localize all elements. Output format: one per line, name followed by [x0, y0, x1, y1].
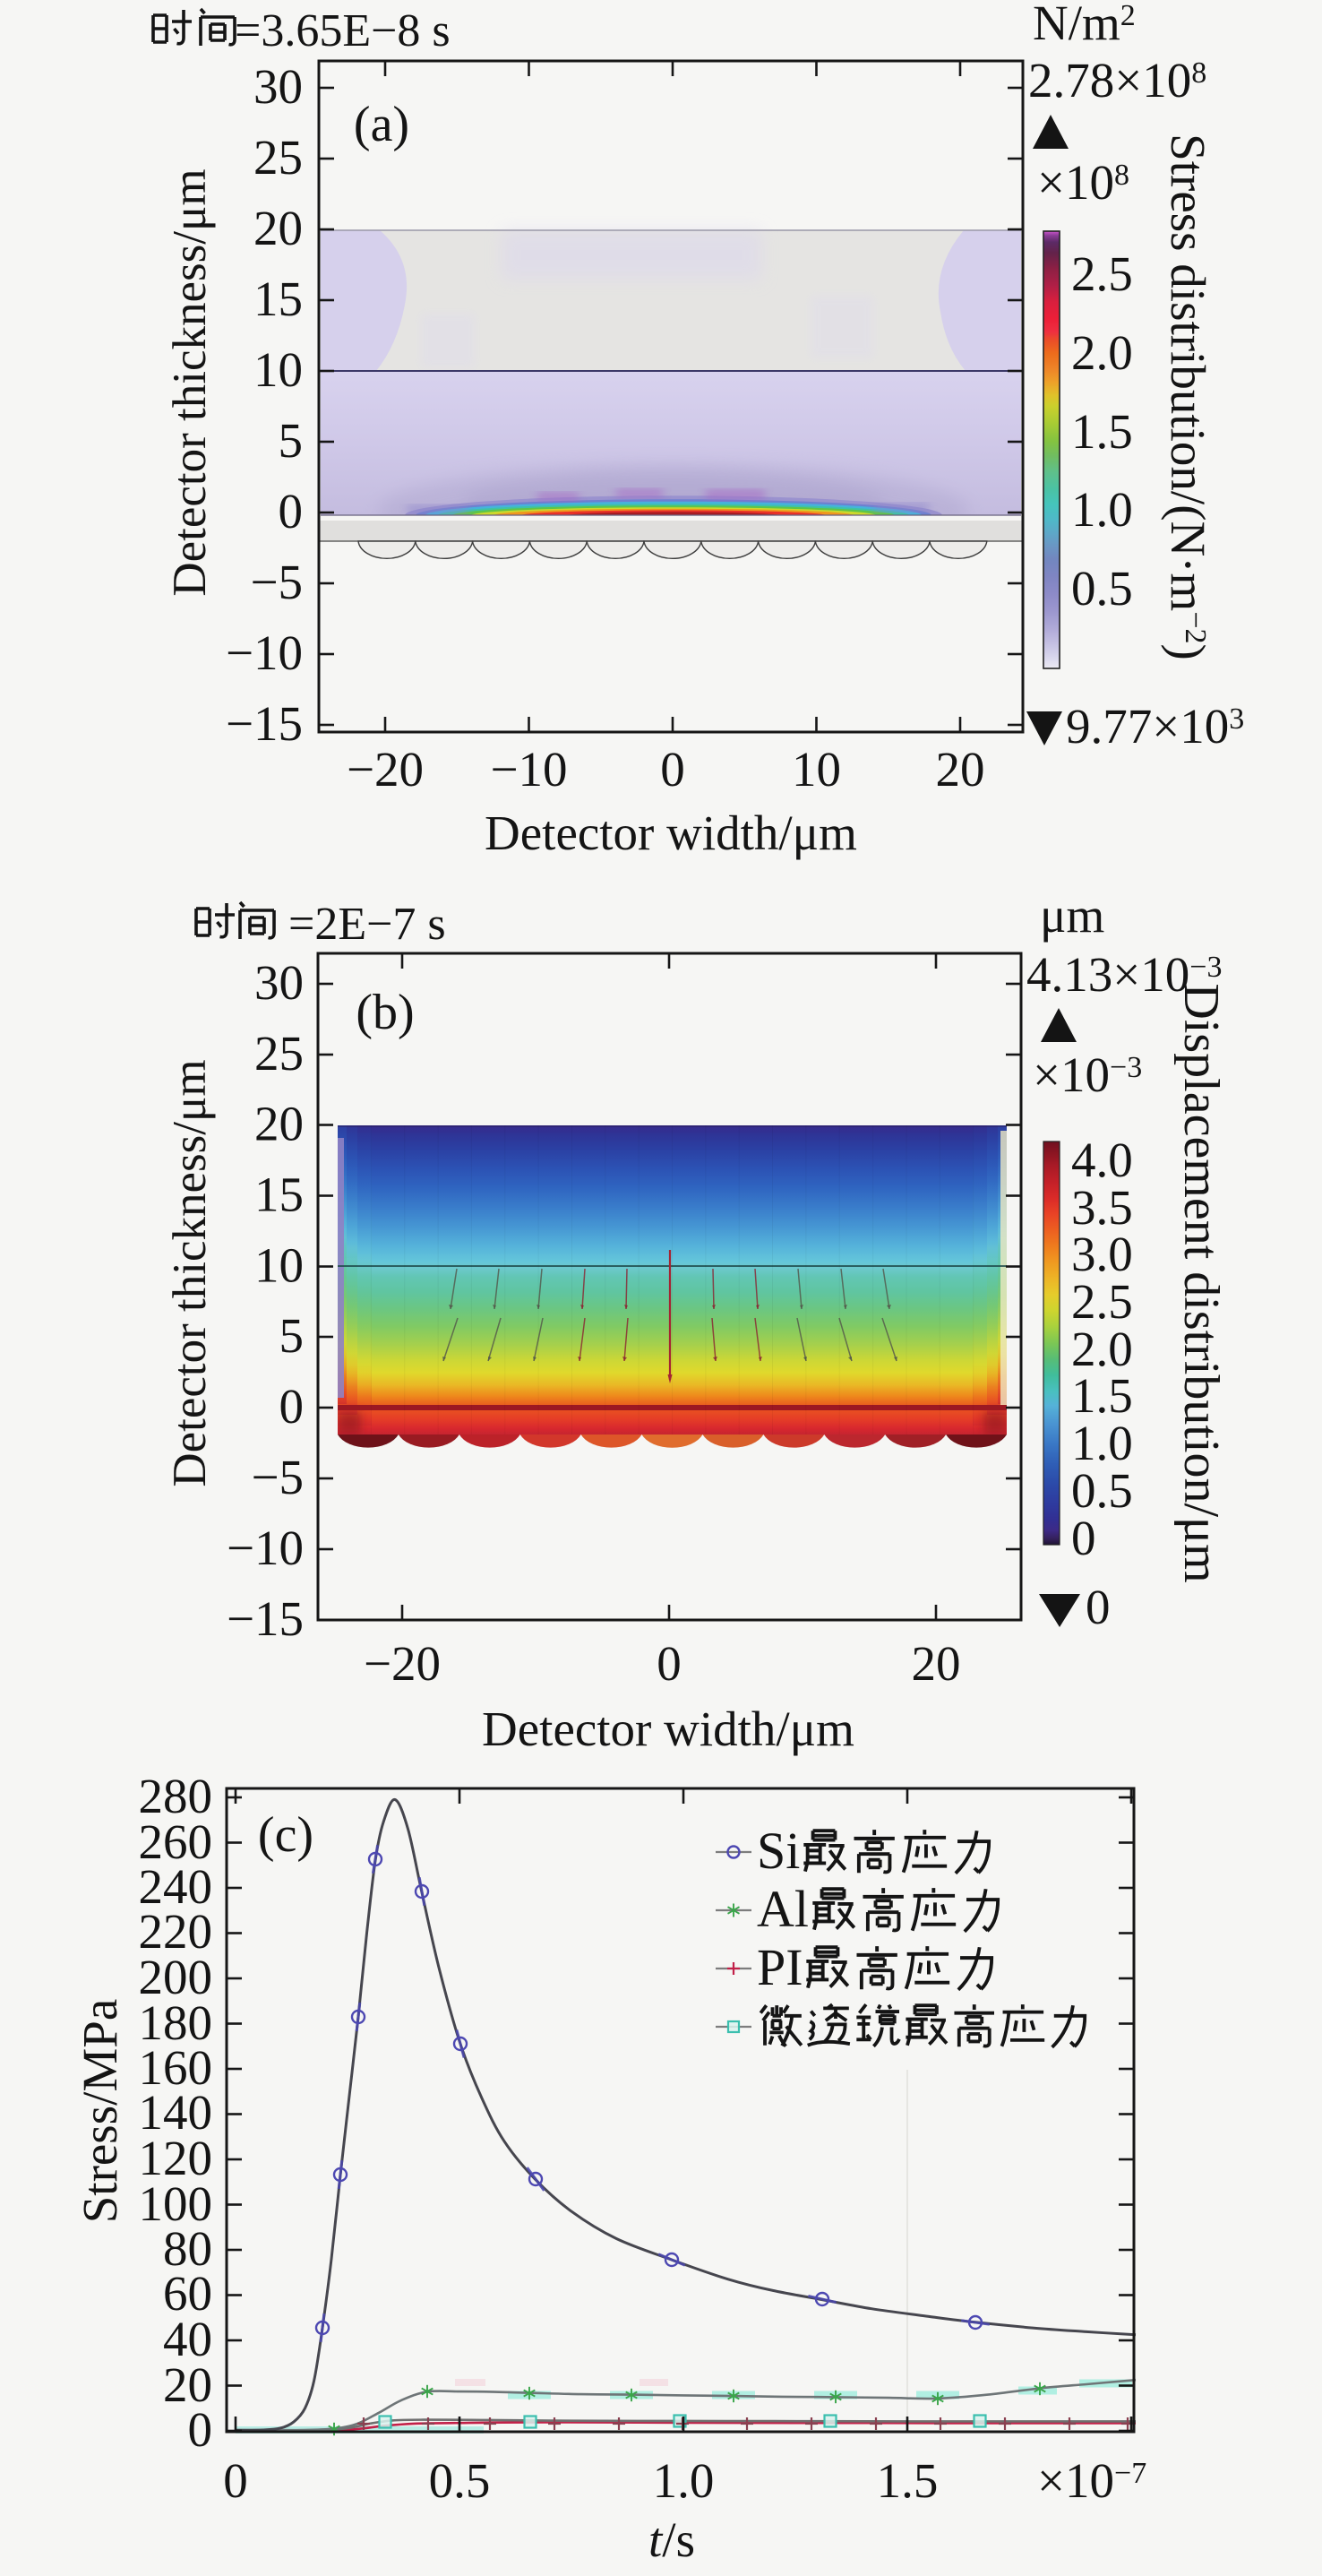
- svg-text:20: 20: [253, 201, 303, 255]
- svg-text:Detector width/μm: Detector width/μm: [485, 806, 857, 860]
- svg-text:t/s: t/s: [648, 2512, 695, 2567]
- svg-text:20: 20: [912, 1636, 961, 1691]
- svg-text:(a): (a): [354, 97, 409, 152]
- svg-text:Stress/MPa: Stress/MPa: [73, 1999, 127, 2224]
- svg-text:15: 15: [253, 271, 303, 326]
- svg-text:25: 25: [253, 130, 303, 185]
- svg-text:4.13×10−3: 4.13×10−3: [1026, 947, 1222, 1002]
- svg-text:Detector thickness/μm: Detector thickness/μm: [164, 1059, 216, 1486]
- svg-text:Al: Al: [757, 1880, 809, 1938]
- svg-text:0: 0: [1071, 1511, 1096, 1565]
- svg-text:(b): (b): [356, 985, 414, 1040]
- svg-text:×108: ×108: [1037, 155, 1129, 210]
- svg-text:0: 0: [188, 2402, 213, 2457]
- svg-text:80: 80: [163, 2221, 212, 2276]
- svg-text:−5: −5: [250, 555, 303, 609]
- svg-text:1.5: 1.5: [877, 2453, 939, 2508]
- svg-text:−10: −10: [226, 625, 303, 680]
- svg-text:−5: −5: [251, 1450, 304, 1504]
- svg-text:0.5: 0.5: [429, 2453, 491, 2508]
- svg-text:120: 120: [139, 2131, 213, 2185]
- svg-text:0: 0: [1086, 1580, 1111, 1634]
- svg-text:2.78×108: 2.78×108: [1028, 53, 1206, 108]
- svg-text:Displacement distribution/μm: Displacement distribution/μm: [1173, 983, 1229, 1582]
- svg-text:Si: Si: [757, 1822, 800, 1880]
- svg-text:(c): (c): [258, 1807, 313, 1863]
- svg-text:60: 60: [163, 2266, 212, 2321]
- svg-text:220: 220: [139, 1904, 213, 1959]
- svg-text:0.5: 0.5: [1071, 561, 1133, 616]
- svg-text:100: 100: [139, 2176, 213, 2231]
- svg-text:200: 200: [139, 1950, 213, 2004]
- svg-text:30: 30: [254, 955, 304, 1010]
- svg-text:240: 240: [139, 1859, 213, 1914]
- svg-text:20: 20: [254, 1097, 304, 1151]
- svg-text:2.0: 2.0: [1071, 325, 1133, 380]
- svg-text:15: 15: [254, 1167, 304, 1222]
- svg-text:160: 160: [139, 2040, 213, 2095]
- svg-text:=2E−7 s: =2E−7 s: [288, 899, 446, 950]
- svg-text:1.0: 1.0: [1071, 1416, 1133, 1470]
- svg-text:=3.65E−8 s: =3.65E−8 s: [235, 5, 451, 56]
- svg-text:10: 10: [253, 342, 303, 397]
- svg-text:5: 5: [279, 1308, 305, 1363]
- svg-text:2.5: 2.5: [1071, 246, 1133, 301]
- svg-text:−10: −10: [227, 1521, 304, 1575]
- svg-text:260: 260: [139, 1814, 213, 1869]
- svg-text:−15: −15: [227, 1591, 304, 1646]
- svg-text:1.5: 1.5: [1071, 404, 1133, 459]
- svg-text:0.5: 0.5: [1071, 1463, 1133, 1518]
- svg-text:10: 10: [254, 1238, 304, 1293]
- svg-text:1.0: 1.0: [653, 2453, 715, 2508]
- svg-text:4.0: 4.0: [1071, 1133, 1133, 1187]
- svg-text:−20: −20: [347, 742, 424, 797]
- svg-text:2.0: 2.0: [1071, 1322, 1133, 1376]
- svg-text:−15: −15: [226, 696, 303, 751]
- svg-text:1.0: 1.0: [1071, 482, 1133, 537]
- svg-text:30: 30: [253, 59, 303, 114]
- svg-text:0: 0: [660, 742, 685, 797]
- svg-text:−20: −20: [364, 1636, 441, 1691]
- svg-text:140: 140: [139, 2085, 213, 2140]
- svg-text:PI: PI: [757, 1938, 803, 1996]
- svg-text:5: 5: [279, 413, 304, 468]
- svg-text:N/m2: N/m2: [1033, 0, 1136, 50]
- svg-text:10: 10: [792, 742, 841, 797]
- svg-text:20: 20: [936, 742, 985, 797]
- svg-text:2.5: 2.5: [1071, 1274, 1133, 1329]
- svg-text:3.0: 3.0: [1071, 1227, 1133, 1281]
- svg-text:3.5: 3.5: [1071, 1180, 1133, 1235]
- svg-text:Detector width/μm: Detector width/μm: [482, 1702, 854, 1756]
- svg-text:0: 0: [279, 1379, 305, 1434]
- svg-text:1.5: 1.5: [1071, 1368, 1133, 1423]
- svg-text:180: 180: [139, 1995, 213, 2050]
- svg-text:μm: μm: [1040, 888, 1104, 943]
- svg-text:9.77×103: 9.77×103: [1066, 699, 1244, 754]
- svg-text:40: 40: [163, 2312, 212, 2366]
- svg-text:Detector thickness/μm: Detector thickness/μm: [164, 168, 216, 596]
- svg-text:25: 25: [254, 1026, 304, 1081]
- svg-text:0: 0: [657, 1636, 682, 1691]
- svg-text:0: 0: [279, 484, 304, 538]
- svg-text:20: 20: [163, 2357, 212, 2412]
- svg-text:0: 0: [223, 2453, 248, 2508]
- svg-text:−10: −10: [490, 742, 567, 797]
- svg-text:Stress distribution/(N·m−2): Stress distribution/(N·m−2): [1161, 134, 1215, 660]
- svg-text:280: 280: [139, 1769, 213, 1823]
